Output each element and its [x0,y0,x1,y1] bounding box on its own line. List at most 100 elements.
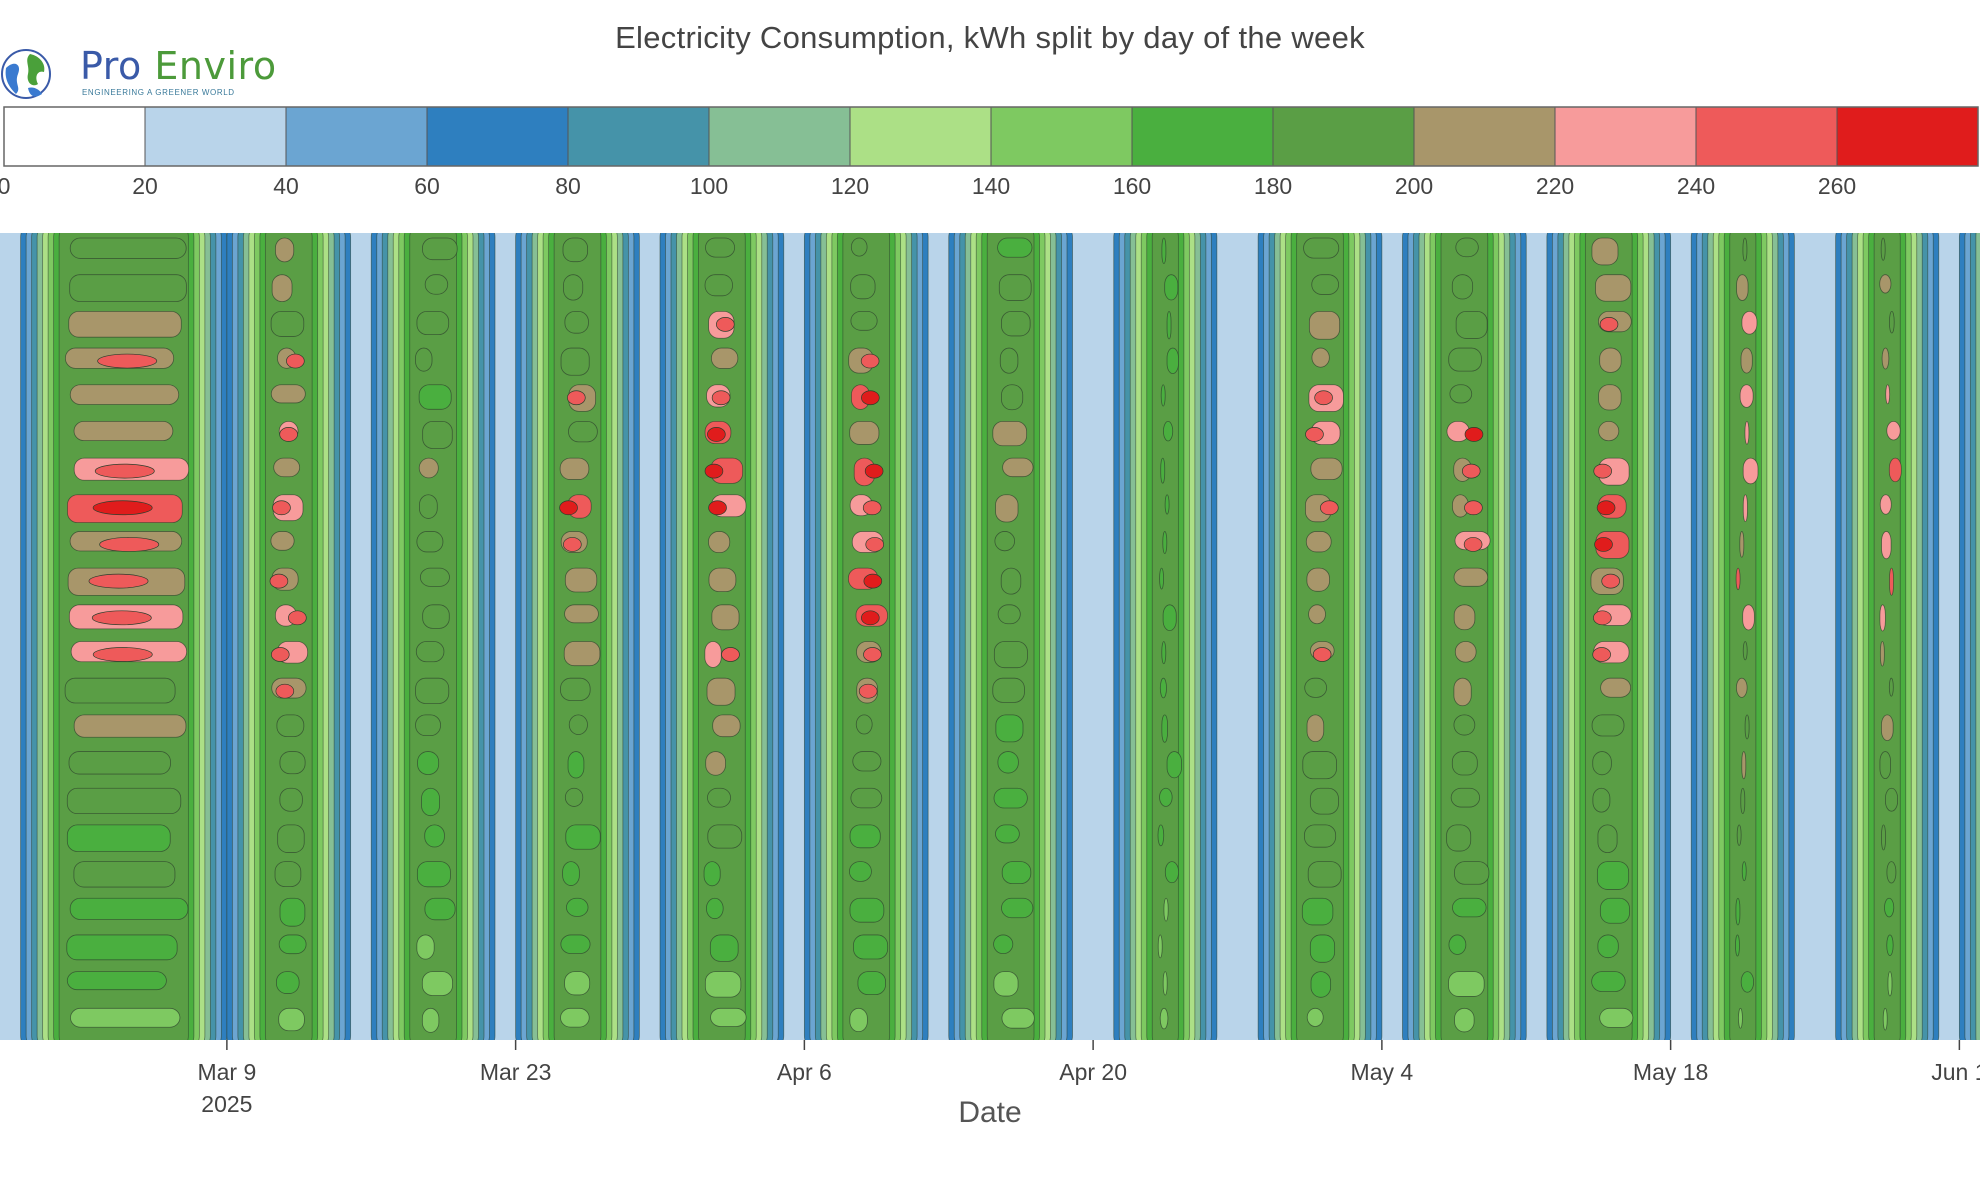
contour-blob [73,421,174,442]
contour-blob [1453,677,1472,707]
contour-blob [1881,531,1892,560]
contour-blob [1592,751,1612,776]
contour-blob [64,677,176,704]
contour-blob [1002,457,1034,478]
contour-blob [68,310,182,338]
contour-peak [862,500,882,516]
contour-peak [1601,573,1620,589]
contour-blob [564,971,591,996]
contour-blob [703,861,721,887]
contour-blob [1455,310,1488,339]
contour-peak [1461,463,1481,479]
contour-blob [276,971,300,994]
contour-blob [562,237,589,263]
contour-peak [567,390,586,406]
contour-blob [1166,347,1179,374]
contour-blob [1160,457,1166,484]
contour-blob [849,1007,868,1033]
contour-blob [1161,714,1168,743]
contour-blob [708,567,737,593]
contour-blob [992,421,1028,447]
contour-blob [993,971,1019,997]
contour-blob [1453,604,1476,631]
contour-blob [850,237,868,257]
contour-blob [69,897,189,920]
contour-blob [1741,310,1758,335]
contour-blob [1162,604,1177,632]
contour-blob [995,824,1020,844]
contour-blob [997,604,1021,625]
contour-blob [1597,934,1619,959]
contour-level [1440,233,1489,1040]
contour-blob [1744,421,1750,445]
contour-blob [1879,274,1892,294]
contour-blob [1164,861,1179,884]
contour-blob [70,1007,181,1028]
contour-blob [568,714,588,735]
globe-icon [1,49,51,99]
contour-blob [560,934,591,954]
contour-blob [997,237,1033,258]
contour-blob [712,714,741,738]
contour-blob [422,421,453,449]
contour-blob [1742,494,1748,523]
x-tick-label: Mar 23 [480,1059,552,1085]
contour-blob [271,274,293,303]
contour-blob [993,934,1014,955]
contour-blob [1305,531,1332,553]
colorbar-band [3,106,146,167]
contour-peak [1596,500,1616,516]
contour-blob [1448,347,1482,372]
contour-blob [1453,714,1476,736]
contour-blob [1881,824,1886,851]
contour-blob [850,274,876,300]
x-tick-label: Jun 1 [1931,1059,1980,1085]
contour-blob [567,751,585,779]
contour-level [409,233,457,1040]
contour-blob [279,897,306,927]
contour-blob [422,237,458,261]
week-band [370,233,496,1040]
week-band [803,233,929,1040]
contour-peak [1463,537,1483,552]
colorbar-tick-label: 100 [690,173,728,199]
contour-blob [1001,1007,1035,1029]
contour-blob [1882,1007,1888,1031]
contour-blob [69,384,180,405]
contour-blob [73,861,176,888]
contour-peak [864,463,884,479]
x-tick-label: Mar 9 [197,1059,256,1085]
contour-peak [272,500,291,516]
contour-blob [421,971,453,996]
contour-blob [1164,274,1179,301]
contour-blob [1735,897,1741,926]
contour-blob [1304,824,1337,848]
colorbar-tick-label: 80 [555,173,581,199]
logo-name-enviro: Enviro [154,44,277,88]
contour-blob [1159,1007,1169,1030]
contour-blob [849,421,880,445]
contour-blob [278,1007,305,1032]
contour-blob [1740,787,1746,814]
contour-blob [849,897,885,923]
contour-peak [1464,427,1484,442]
x-tick-label: Apr 6 [777,1059,832,1085]
contour-blob [1740,971,1755,993]
logo-name-pro: Pro [80,44,142,88]
contour-peak [92,647,153,662]
contour-blob [1888,677,1894,697]
contour-blob [1453,567,1489,587]
week-band [1690,233,1795,1040]
contour-blob [850,787,883,809]
contour-blob [1889,567,1894,596]
x-axis-title: Date [958,1096,1021,1129]
contour-blob [1740,347,1753,374]
contour-blob [1739,531,1745,558]
contour-peak [559,500,578,516]
contour-blob [704,274,733,297]
x-tick-label: May 18 [1633,1059,1708,1085]
logo-wordmark: Pro Enviro [80,44,277,88]
pro-enviro-logo [0,38,290,108]
contour-blob [1163,421,1174,442]
